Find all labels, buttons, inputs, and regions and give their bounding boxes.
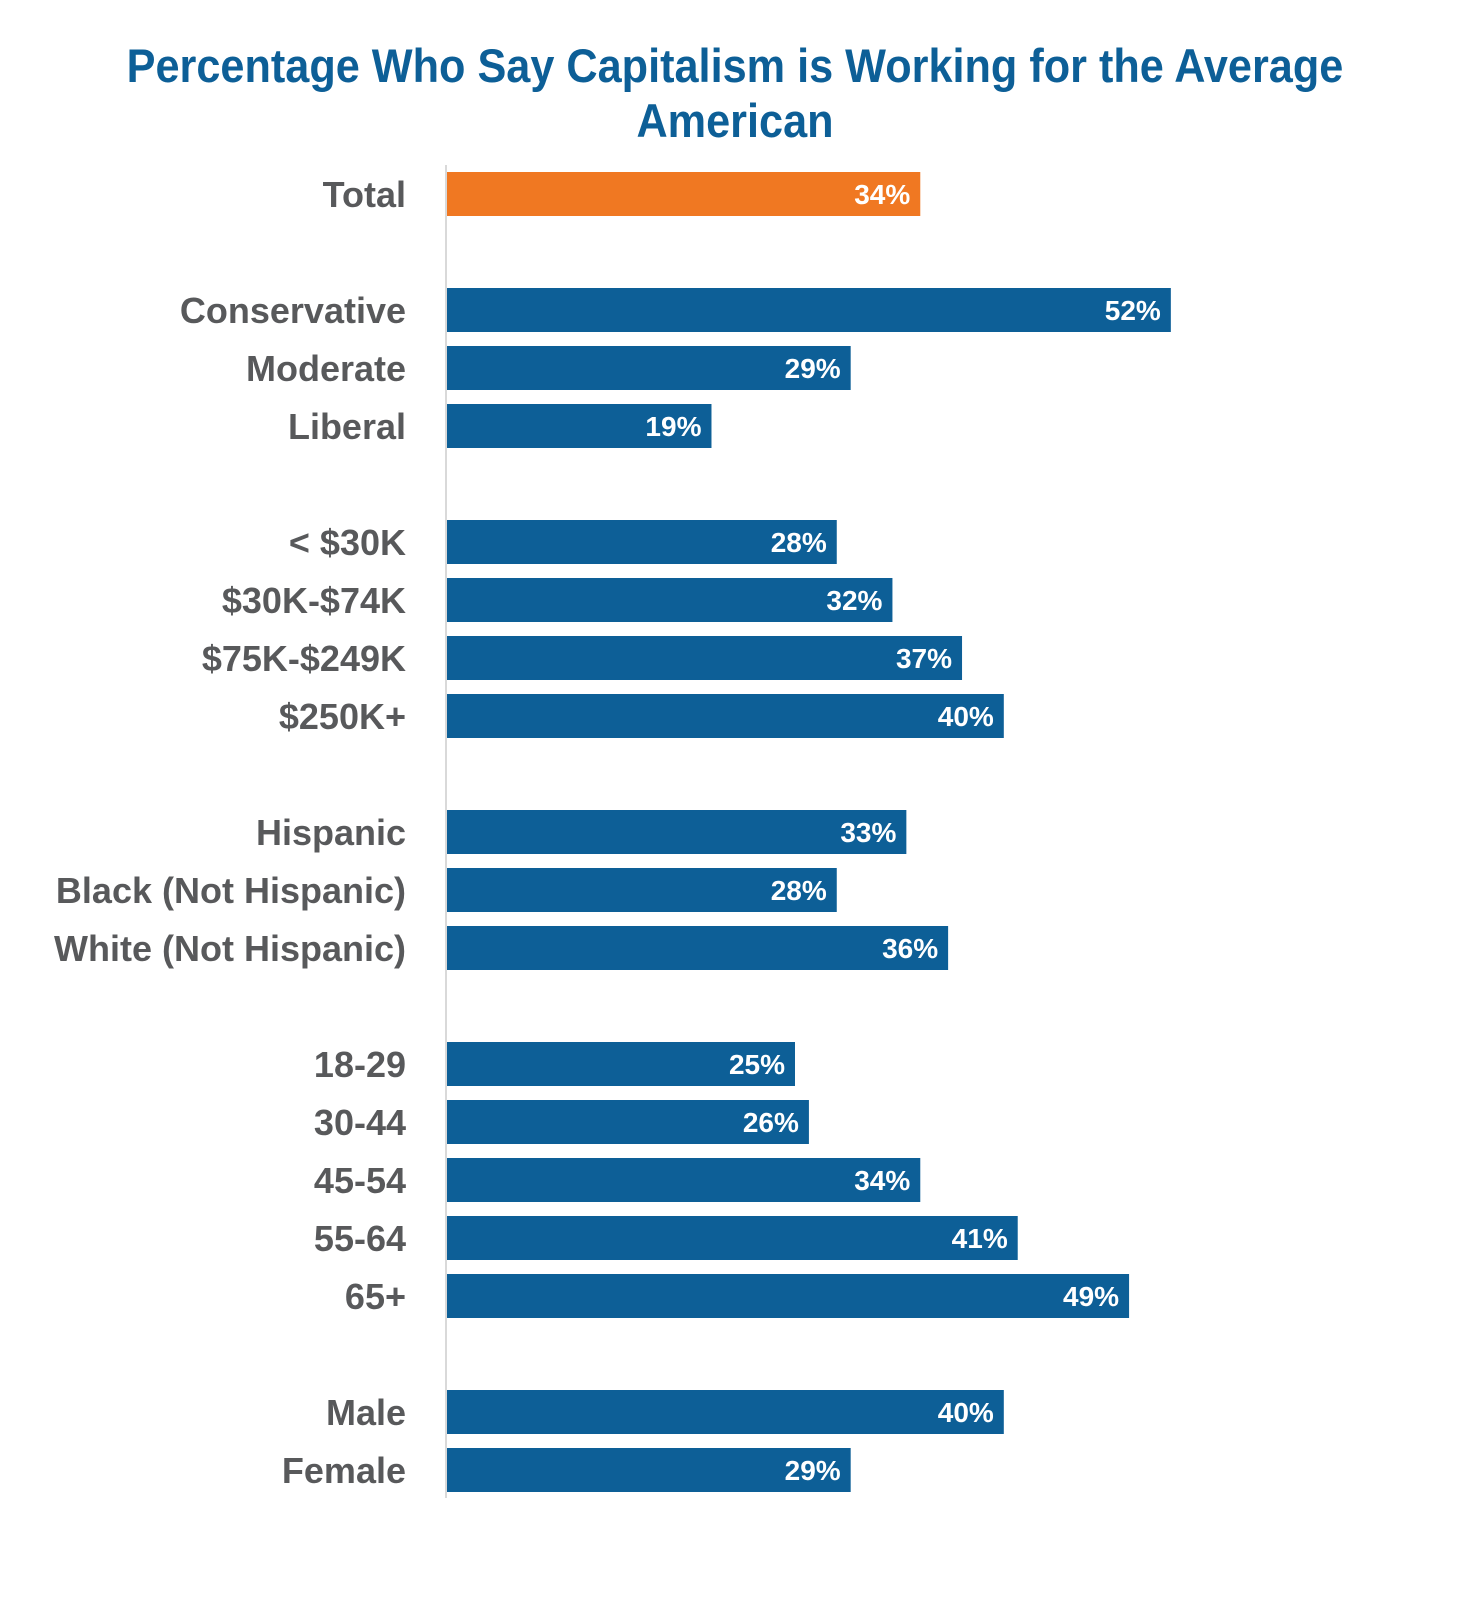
category-label: 30-44 [314,1102,406,1143]
category-label: Hispanic [256,812,406,853]
bar-65 [447,1274,1130,1318]
bar-45-54 [447,1158,921,1202]
bar-conservative [447,288,1171,332]
category-label: $75K-$249K [202,638,406,679]
category-label: 45-54 [314,1160,406,1201]
data-label: 28% [771,527,827,558]
bar-hispanic [447,810,907,854]
data-label: 29% [785,353,841,384]
category-label: 55-64 [314,1218,406,1259]
bar-female [447,1448,851,1492]
category-label: Total [323,174,406,215]
data-label: 49% [1063,1281,1119,1312]
bar-250k [447,694,1004,738]
data-label: 37% [896,643,952,674]
data-label: 36% [882,933,938,964]
bar-white-not-hispanic [447,926,949,970]
category-label: < $30K [289,522,406,563]
data-label: 29% [785,1455,841,1486]
bar-18-29 [447,1042,795,1086]
data-label: 32% [826,585,882,616]
category-label: 65+ [345,1276,406,1317]
bar-moderate [447,346,851,390]
bar-55-64 [447,1216,1018,1260]
category-label: Conservative [180,290,406,331]
data-label: 25% [729,1049,785,1080]
category-label: Liberal [288,406,406,447]
bar-30-44 [447,1100,809,1144]
bars-layer: Total 34% Conservative 52% Moderate 29% Libera… [54,172,1171,1492]
category-label: White (Not Hispanic) [54,928,406,969]
data-label: 40% [938,1397,994,1428]
category-label: $250K+ [279,696,406,737]
bar-30k-74k [447,578,893,622]
category-label: Male [326,1392,406,1433]
bar-male [447,1390,1004,1434]
data-label: 19% [645,411,701,442]
category-label: Moderate [246,348,406,389]
category-label: Female [282,1450,406,1491]
data-label: 34% [854,1165,910,1196]
bar-75k-249k [447,636,963,680]
data-label: 28% [771,875,827,906]
data-label: 33% [840,817,896,848]
category-label: 18-29 [314,1044,406,1085]
bar-total [447,172,921,216]
data-label: 26% [743,1107,799,1138]
data-label: 40% [938,701,994,732]
data-label: 41% [952,1223,1008,1254]
category-label: Black (Not Hispanic) [56,870,406,911]
bar-30k [447,520,837,564]
category-label: $30K-$74K [222,580,406,621]
data-label: 52% [1105,295,1161,326]
chart-title: Percentage Who Say Capitalism is Working… [126,39,1344,147]
bar-black-not-hispanic [447,868,837,912]
data-label: 34% [854,179,910,210]
bar-liberal [447,404,712,448]
